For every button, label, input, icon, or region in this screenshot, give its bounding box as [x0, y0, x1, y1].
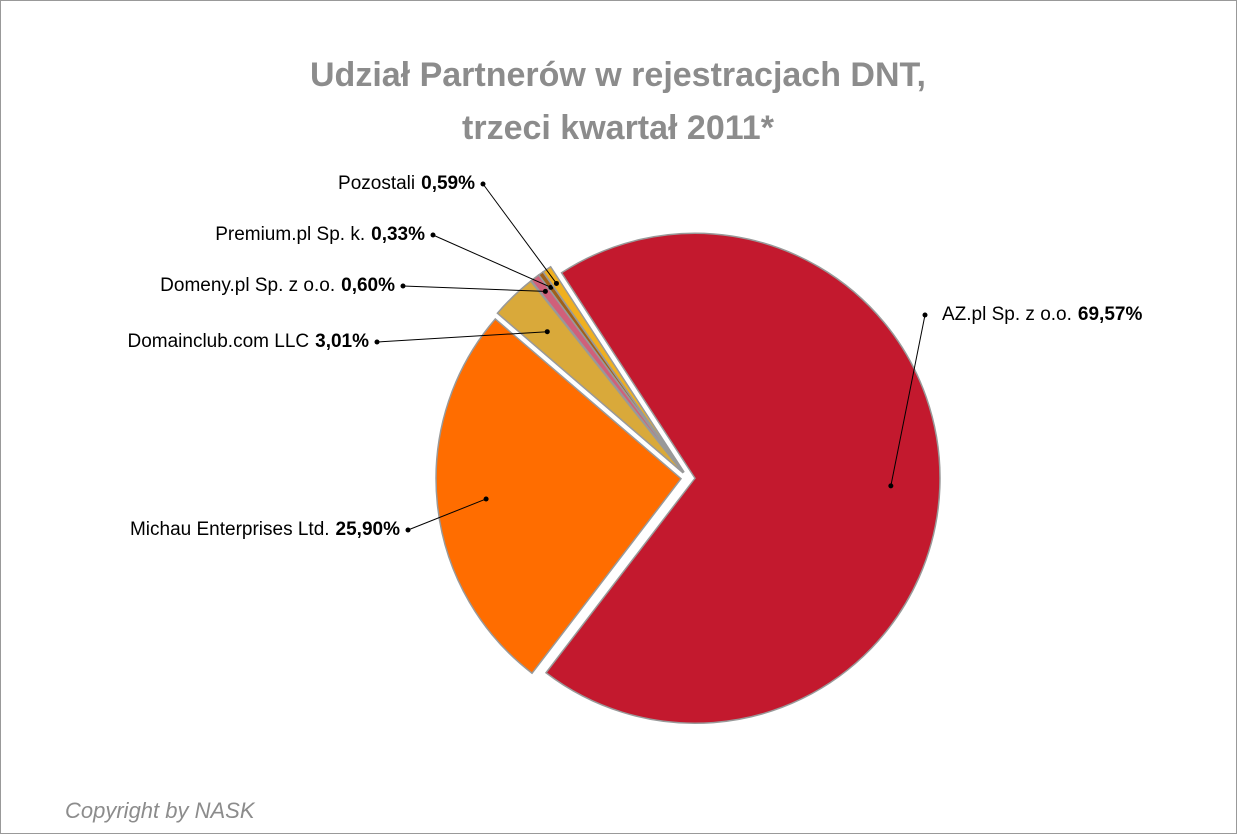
data-label: Domainclub.com LLC 3,01% [127, 331, 369, 352]
leader-dot [405, 527, 411, 533]
leader-dot [544, 329, 550, 335]
category-label: Domainclub.com LLC [127, 331, 309, 352]
category-label: Pozostali [338, 173, 415, 194]
pie-slice [542, 265, 685, 473]
leader-line [890, 314, 926, 486]
value-label: 69,57% [1078, 304, 1143, 325]
leader-line [482, 183, 557, 284]
data-label: Michau Enterprises Ltd. 25,90% [130, 519, 400, 540]
footer: Copyright by NASK [65, 798, 256, 823]
leader-line [432, 234, 552, 288]
leader-line [402, 285, 546, 292]
leader-line [407, 498, 487, 531]
category-label: Michau Enterprises Ltd. [130, 519, 330, 540]
value-label: 0,59% [421, 173, 475, 194]
value-label: 0,33% [371, 224, 425, 245]
leader-dot [553, 280, 559, 286]
data-label: Domeny.pl Sp. z o.o. 0,60% [160, 275, 395, 296]
category-label: Premium.pl Sp. k. [215, 224, 365, 245]
leader-dot [922, 312, 928, 318]
data-label: Pozostali 0,59% [338, 173, 475, 194]
leader-dot [400, 283, 406, 289]
data-label: AZ.pl Sp. z o.o. 69,57% [942, 304, 1142, 325]
leader-dot [483, 496, 489, 502]
leader-dot [548, 284, 554, 290]
leader-dot [480, 181, 486, 187]
chart-title: trzeci kwartał 2011* [462, 109, 775, 147]
category-label: Domeny.pl Sp. z o.o. [160, 275, 335, 296]
value-label: 25,90% [336, 519, 401, 540]
data-label: Premium.pl Sp. k. 0,33% [215, 224, 425, 245]
leader-line [376, 331, 548, 343]
pie-slice [496, 280, 684, 474]
leader-dot [888, 483, 894, 489]
pie-slice [544, 232, 941, 724]
value-label: 0,60% [341, 275, 395, 296]
chart-title: Udział Partnerów w rejestracjach DNT, [310, 56, 926, 94]
pie-slice [435, 317, 683, 675]
category-label: AZ.pl Sp. z o.o. [942, 304, 1072, 325]
leader-dot [430, 232, 436, 238]
leader-dot [374, 339, 380, 345]
value-label: 3,01% [315, 331, 369, 352]
leader-dot [542, 288, 548, 294]
